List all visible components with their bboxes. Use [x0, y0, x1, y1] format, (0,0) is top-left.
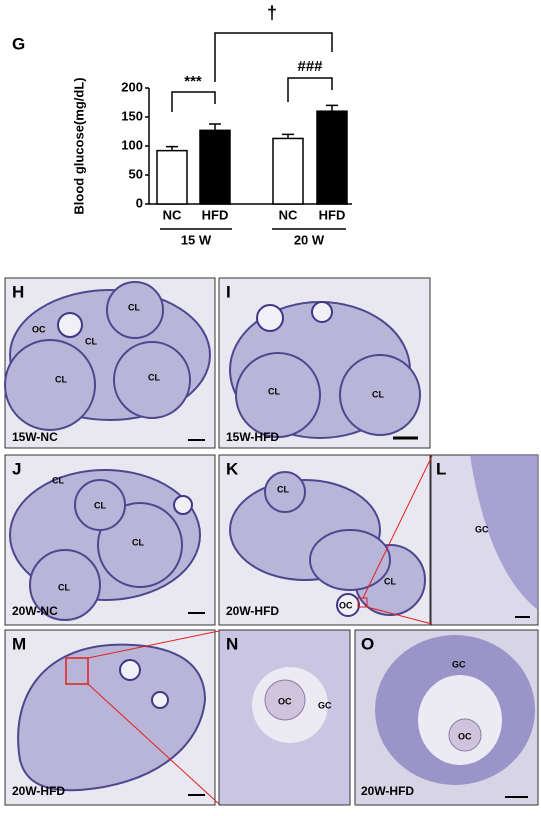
tissue-label: CL — [372, 389, 384, 399]
panel-letter: O — [361, 634, 374, 653]
panel-letter: M — [12, 634, 26, 653]
zoom-line — [362, 455, 433, 599]
tissue-label: OC — [458, 731, 472, 741]
tissue — [235, 352, 321, 438]
zoom-line — [87, 683, 220, 805]
y-tick-label: 50 — [129, 166, 143, 181]
tissue — [97, 502, 183, 588]
zoom-box — [65, 657, 89, 685]
bar — [156, 149, 188, 205]
x-tick-label: NC — [279, 207, 298, 222]
panel-caption: 15W-NC — [12, 430, 58, 444]
error-bar — [326, 104, 338, 112]
follicle — [57, 312, 83, 338]
tissue-label: OC — [339, 600, 353, 610]
panel-letter: H — [12, 282, 24, 301]
panel-caption: 20W-HFD — [226, 604, 279, 618]
tissue-label: CL — [128, 302, 140, 312]
panel-o: GC OC O 20W-HFD — [354, 629, 539, 806]
panel-letter: J — [12, 459, 21, 478]
tissue-label: CL — [268, 386, 280, 396]
y-axis-label: Blood glucose(mg/dL) — [71, 77, 86, 214]
bracket — [214, 32, 333, 82]
tissue — [74, 479, 126, 531]
bar — [316, 110, 348, 205]
tissue-label: GC — [318, 700, 332, 710]
tissue-label: CL — [94, 500, 106, 510]
panel-n: OC GC N — [218, 629, 351, 806]
zoom-line — [87, 630, 220, 659]
panel-letter: K — [226, 459, 239, 478]
y-tick-label: 200 — [121, 79, 143, 94]
panel-caption: 15W-HFD — [226, 430, 279, 444]
panel-h: OC CL CL CL CL H 15W-NC — [4, 277, 216, 449]
panel-k: CL CL OC K 20W-HFD — [218, 454, 431, 626]
panel-caption: 20W-HFD — [361, 784, 414, 798]
tissue-label: OC — [278, 696, 292, 706]
oocyte — [448, 718, 482, 752]
x-tick-label: NC — [163, 207, 182, 222]
tissue — [339, 354, 421, 436]
tissue-label: CL — [148, 372, 160, 382]
tissue — [264, 471, 306, 513]
tissue — [17, 643, 207, 792]
panel-i: CL CL I 15W-HFD — [218, 277, 431, 449]
x-tick-label: HFD — [319, 207, 346, 222]
annotation: ### — [297, 58, 323, 75]
significance-brackets — [171, 32, 333, 112]
zoom-line — [366, 606, 433, 625]
tissue-label: CL — [132, 537, 144, 547]
group-label: 15 W — [181, 232, 212, 247]
follicle — [311, 301, 333, 323]
bracket — [287, 77, 333, 102]
error-bar — [282, 133, 294, 139]
tissue — [4, 339, 96, 431]
panel-letter: N — [226, 634, 238, 653]
follicle — [336, 593, 360, 617]
tissue-label: OC — [32, 324, 46, 334]
zoom-box — [357, 597, 368, 608]
tissue-label: CL — [58, 582, 70, 592]
follicle — [151, 691, 169, 709]
y-tick-label: 100 — [121, 137, 143, 152]
oocyte — [264, 679, 306, 721]
panel-letter: L — [436, 459, 446, 478]
tissue-label: GC — [452, 659, 466, 669]
tissue-label: CL — [85, 336, 97, 346]
y-tick-label: 0 — [136, 195, 143, 210]
tissue — [309, 529, 391, 591]
panel-caption: 20W-NC — [12, 604, 58, 618]
follicle — [256, 304, 284, 332]
panel-l: GC L — [430, 454, 539, 626]
bar — [199, 129, 231, 205]
tissue-label: CL — [384, 576, 396, 586]
error-bar — [209, 123, 221, 131]
tissue — [29, 549, 101, 621]
bracket — [171, 91, 216, 112]
tissue — [470, 455, 538, 610]
zoom-lines — [87, 455, 433, 805]
bar — [272, 137, 304, 205]
error-bar — [166, 145, 178, 151]
panel-letter: G — [12, 34, 25, 53]
follicle — [173, 495, 193, 515]
annotation: † — [267, 3, 277, 23]
panel-caption: 20W-HFD — [12, 784, 65, 798]
panel-j: CL CL CL CL J 20W-NC — [4, 454, 216, 626]
tissue-label: GC — [475, 524, 489, 534]
follicle — [119, 659, 141, 681]
y-tick-label: 150 — [121, 108, 143, 123]
tissue — [106, 281, 164, 339]
tissue — [113, 341, 191, 419]
panel-letter: I — [226, 282, 231, 301]
annotation: *** — [184, 73, 202, 90]
x-tick-label: HFD — [202, 207, 229, 222]
tissue-label: CL — [52, 475, 64, 485]
tissue-label: CL — [55, 374, 67, 384]
tissue-label: CL — [277, 484, 289, 494]
panel-m: M 20W-HFD — [4, 629, 216, 806]
group-label: 20 W — [294, 232, 325, 247]
